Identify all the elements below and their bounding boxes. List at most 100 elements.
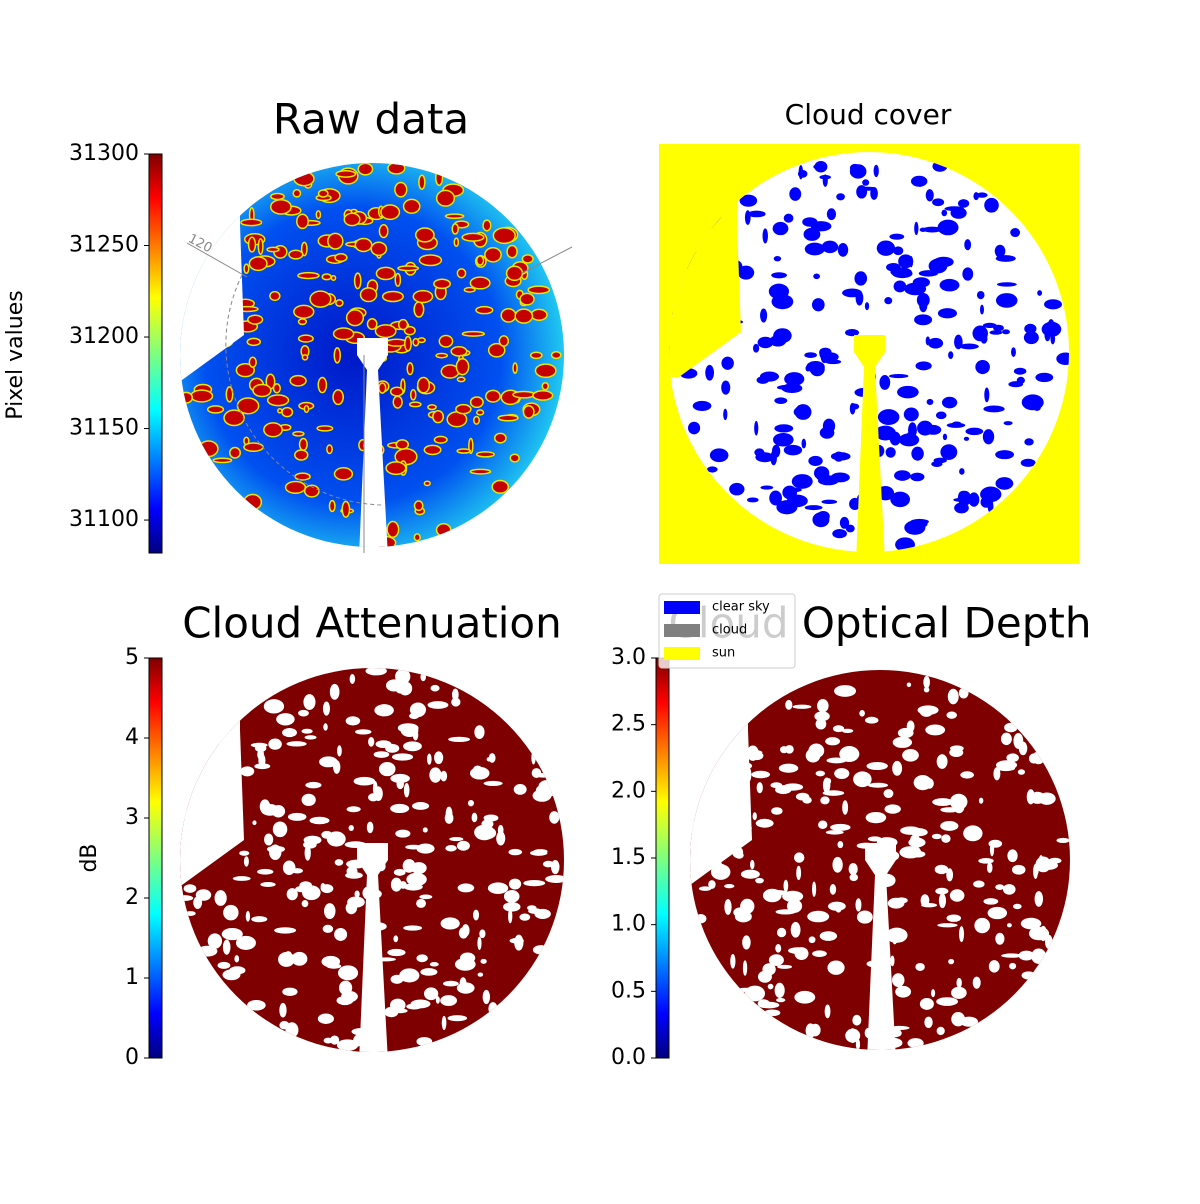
sky-blob <box>263 422 284 438</box>
sky-blob <box>394 181 408 198</box>
sky-blob <box>986 862 993 874</box>
sky-blob <box>317 189 329 198</box>
sky-blob <box>995 477 1014 490</box>
sky-blob <box>923 687 930 693</box>
sky-blob <box>839 746 860 762</box>
sky-blob <box>467 799 474 807</box>
colorbar-tick-label: 1 <box>125 965 139 990</box>
sky-blob <box>925 724 946 736</box>
sky-blob <box>884 297 893 305</box>
sky-blob <box>938 893 947 909</box>
sky-blob <box>239 850 250 856</box>
sky-blob <box>775 909 796 915</box>
sky-blob <box>935 411 947 420</box>
legend-label: sun <box>712 646 735 661</box>
sky-blob <box>405 844 423 850</box>
sky-blob <box>923 675 930 689</box>
sky-blob <box>475 255 485 266</box>
sky-blob <box>914 221 919 236</box>
sky-blob <box>1011 347 1016 357</box>
sky-blob <box>429 962 439 967</box>
sky-blob <box>386 520 400 539</box>
sky-blob <box>484 247 502 263</box>
sky-blob <box>455 358 470 376</box>
sky-blob <box>1017 769 1026 775</box>
sky-blob <box>496 831 506 846</box>
sky-blob <box>243 442 264 453</box>
sky-blob <box>784 372 805 386</box>
sky-blob <box>296 213 309 230</box>
sky-blob <box>291 951 308 966</box>
colorbar-tick-label: 1.0 <box>611 912 646 937</box>
sky-blob <box>852 1014 862 1026</box>
sky-blob <box>1023 331 1039 345</box>
sky-blob <box>724 883 735 889</box>
sky-blob <box>397 265 420 272</box>
sky-blob <box>973 192 979 201</box>
sky-blob <box>940 821 959 831</box>
sky-blob <box>815 718 827 730</box>
sky-blob <box>965 427 984 436</box>
sky-blob <box>435 169 444 187</box>
sky-blob <box>284 480 307 494</box>
sky-blob <box>442 980 459 987</box>
sky-blob <box>1039 925 1047 942</box>
sky-blob <box>413 500 424 512</box>
sky-blob <box>327 232 344 250</box>
sky-blob <box>378 224 389 239</box>
sky-blob <box>530 308 548 322</box>
sky-blob <box>907 1038 924 1048</box>
sky-blob <box>958 687 969 699</box>
sky-blob <box>954 334 963 350</box>
sky-blob <box>885 447 896 458</box>
sky-blob <box>962 267 974 281</box>
sky-blob <box>978 858 994 864</box>
sky-blob <box>301 793 316 807</box>
sky-blob <box>893 280 907 293</box>
sky-blob <box>1044 299 1062 310</box>
sky-blob <box>874 425 896 441</box>
sky-blob <box>217 961 231 969</box>
sky-blob <box>353 776 376 786</box>
sky-blob <box>298 709 309 717</box>
sky-blob <box>456 448 472 454</box>
sky-blob <box>276 713 295 726</box>
sky-blob <box>222 969 241 981</box>
sky-blob <box>774 982 785 999</box>
sky-blob <box>867 836 882 842</box>
sky-blob <box>497 414 519 422</box>
sky-blob <box>813 466 830 481</box>
sky-blob <box>919 998 934 1010</box>
sky-blob <box>984 197 999 213</box>
sky-blob <box>512 390 536 399</box>
sky-blob <box>862 179 870 186</box>
sky-blob <box>870 186 878 200</box>
sky-blob <box>368 736 375 747</box>
sky-blob <box>500 307 517 323</box>
sky-blob <box>785 699 793 710</box>
sky-blob <box>332 327 355 341</box>
sky-blob <box>814 711 830 722</box>
sky-blob <box>294 449 309 461</box>
sky-blob <box>527 285 551 295</box>
sky-blob <box>721 380 731 395</box>
sky-blob <box>297 334 314 343</box>
sky-blob <box>235 935 256 950</box>
sky-blob <box>963 825 983 842</box>
sky-blob <box>771 272 787 279</box>
sky-blob <box>319 756 338 768</box>
sky-blob <box>212 457 233 464</box>
sky-blob <box>826 208 837 221</box>
legend-swatch <box>664 624 700 637</box>
sky-blob <box>1029 791 1046 804</box>
sky-blob <box>724 899 732 915</box>
colorbar <box>655 657 670 1059</box>
sky-blob <box>475 451 495 458</box>
sky-blob <box>979 304 984 315</box>
sky-blob <box>1021 971 1036 980</box>
sky-blob <box>780 746 788 754</box>
sky-blob <box>892 973 905 988</box>
sky-blob <box>333 347 342 364</box>
sky-blob <box>1009 962 1017 970</box>
sky-blob <box>248 256 268 272</box>
